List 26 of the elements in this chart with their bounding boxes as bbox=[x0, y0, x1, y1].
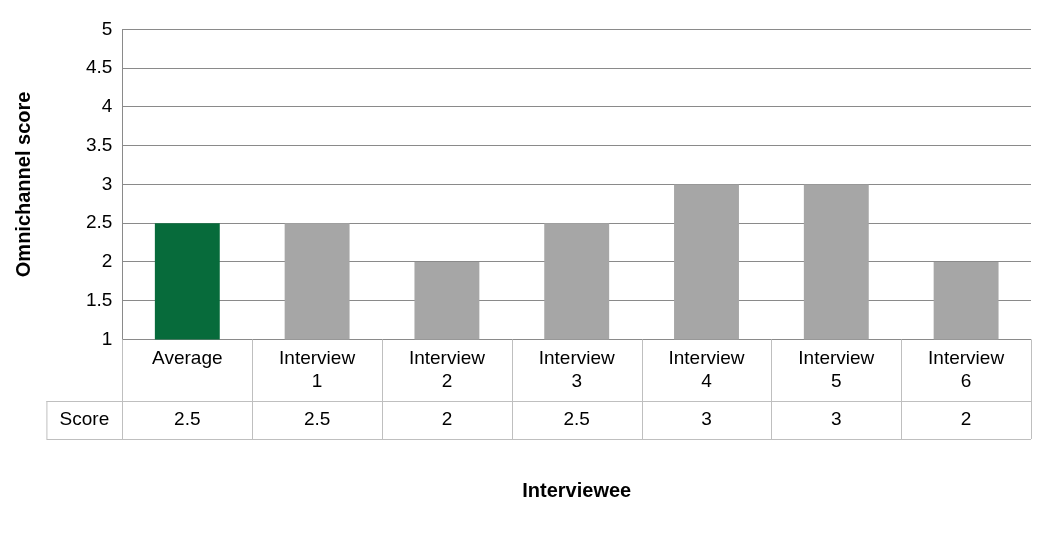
data-label: 3 bbox=[831, 408, 842, 430]
x-tick-label: Interview 5 bbox=[798, 347, 875, 391]
data-label: 3 bbox=[701, 408, 712, 430]
x-axis-title: Interviewee bbox=[522, 478, 632, 501]
x-tick-label: Interview 3 bbox=[538, 347, 615, 391]
data-label: 2.5 bbox=[303, 408, 331, 430]
y-axis-title: Omnichannel score bbox=[11, 91, 34, 278]
y-tick-label: 5 bbox=[101, 17, 113, 39]
data-label: 2 bbox=[441, 408, 453, 430]
x-tick-label: Average bbox=[152, 347, 223, 369]
y-tick-label: 4.5 bbox=[85, 56, 113, 78]
data-label: 2.5 bbox=[563, 408, 590, 430]
x-tick-label: Interview 1 bbox=[279, 347, 356, 391]
y-tick-label: 1.5 bbox=[85, 288, 113, 310]
y-tick-label: 3.5 bbox=[85, 133, 113, 155]
x-tick-label: Interview 4 bbox=[668, 347, 745, 391]
y-tick-label: 2.5 bbox=[85, 211, 113, 233]
x-tick-label: Interview 6 bbox=[928, 347, 1005, 391]
y-tick-label: 1 bbox=[101, 327, 113, 349]
x-tick-label: Interview 2 bbox=[408, 347, 486, 391]
y-tick-label: 3 bbox=[101, 172, 113, 194]
text: Score bbox=[59, 408, 110, 430]
data-label: 2 bbox=[960, 408, 972, 430]
data-label: 2.5 bbox=[174, 408, 201, 430]
y-tick-label: 2 bbox=[101, 250, 113, 272]
y-tick-label: 4 bbox=[101, 95, 113, 117]
